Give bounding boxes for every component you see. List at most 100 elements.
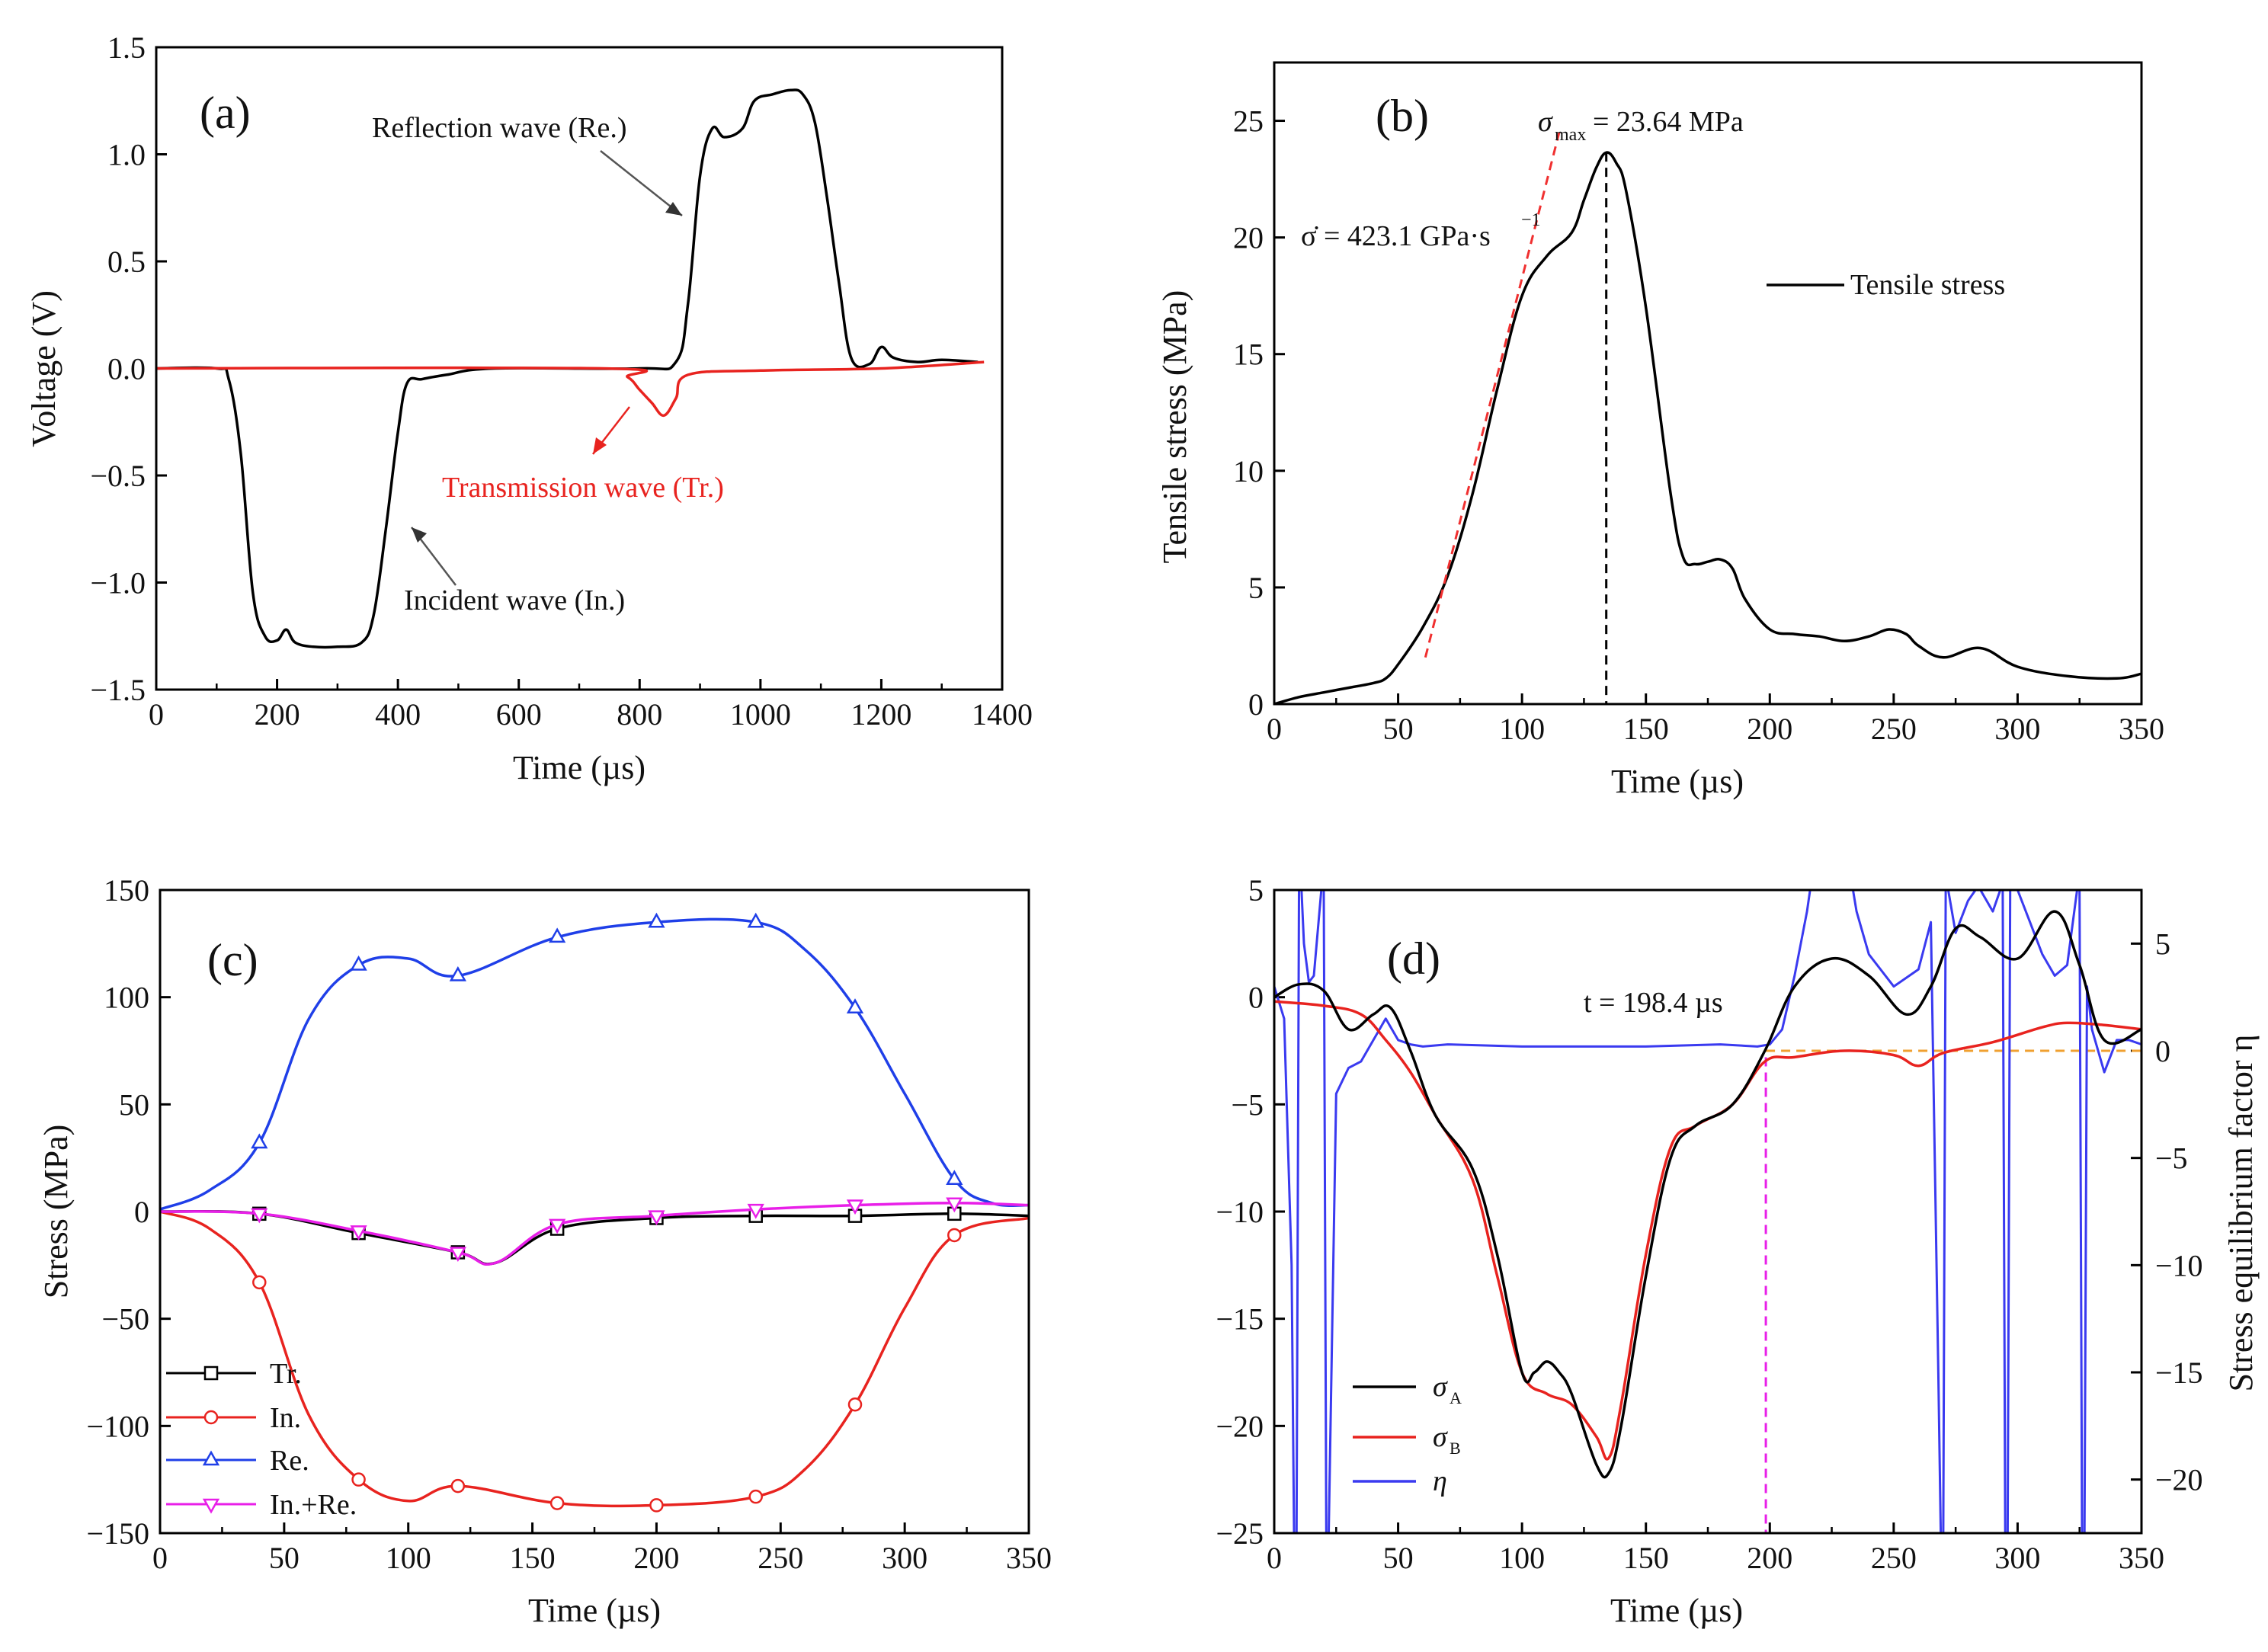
x-tick-label: 350 [2119,712,2164,746]
legend-marker-in [203,1410,219,1425]
series-line-sigma-a [1273,910,2142,1479]
legend-label-tensile: Tensile stress [1850,269,2005,301]
x-tick-label: 200 [633,1541,679,1575]
legend-marker-re [202,1450,220,1466]
legend-sub-sigma-a: A [1450,1388,1462,1407]
x-tick-label: 0 [149,697,164,732]
legend-marker-tr [203,1365,219,1381]
panel-a-label: (a) [200,88,251,138]
x-tick-label: 50 [269,1541,300,1575]
panel-a: 0 200 400 600 800 1000 1200 1400 1.5 1.0 0.5 0.0 −0.… [25,30,1033,786]
legend-label-inre: In.+Re. [270,1489,357,1521]
legend-label-re: Re. [270,1445,309,1477]
y-tick-label: −50 [101,1302,149,1337]
panel-a-marks: 0 200 400 600 800 1000 1200 1400 1.5 1.0 0.5 0.0 −0.… [90,30,1033,732]
y-tick-label: 50 [119,1087,149,1122]
x-tick-label: 150 [510,1541,556,1575]
panel-d-marks: 0 50 100 150 200 250 300 35050−5−10−15−20−2550−… [1216,873,2203,1575]
panel-c-label: (c) [207,935,258,985]
panel-b-frame [1273,61,2143,706]
x-tick-label: 800 [617,697,662,732]
y-tick-label: 0.0 [107,352,146,386]
panel-d: 0 50 100 150 200 250 300 35050−5−10−15−20−2550−… [1216,873,2260,1629]
data-point [648,912,665,928]
panel-b-ylabel: Tensile stress (MPa) [1156,290,1193,564]
x-tick-label: 150 [1623,1541,1669,1575]
arrow-reflection [600,150,683,216]
stress-rate-exponent: −1 [1521,210,1541,230]
sigma-symbol: σ [1538,106,1553,138]
x-tick-label: 1200 [850,697,911,732]
y-tick-label: −100 [86,1409,149,1443]
data-point [351,1472,366,1487]
panel-d-label: (d) [1387,933,1440,984]
peak-annotation: σ max = 23.64 MPa [1538,106,1744,145]
panel-d-xlabel: Time (µs) [1610,1592,1743,1629]
data-point [947,1228,962,1243]
x-tick-label: 200 [255,697,300,732]
y-tick-label: 0.5 [107,245,146,279]
legend-b: Tensile stress [1767,269,2005,301]
sigma-subscript: max [1555,125,1586,145]
legend-c: Tr. In. Re. In.+Re. [166,1358,357,1521]
data-point [946,1170,963,1186]
data-point [747,1203,764,1219]
y-tick-label: −20 [1216,1409,1264,1443]
series-line-eta [1274,890,2141,1533]
legend-label-tr: Tr. [270,1358,302,1390]
data-point [251,1133,268,1149]
rate-annotation: σ̇ = 423.1 GPa·s −1 [1301,210,1541,252]
y-tick-label: 0 [1248,981,1264,1015]
panel-d-ylabel-right: Stress equilibrium factor η [2222,1034,2260,1391]
arrow-reflection-head [665,202,682,216]
x-tick-label: 300 [882,1541,927,1575]
series-line-tensile-stress [1273,151,2142,706]
x-tick-label: 350 [1006,1541,1052,1575]
y-right-tick-label: 0 [2155,1034,2170,1068]
x-tick-label: 300 [1994,712,2040,746]
x-tick-label: 50 [1383,1541,1414,1575]
x-tick-label: 100 [386,1541,431,1575]
data-point [946,1197,963,1213]
x-tick-label: 250 [758,1541,803,1575]
y-tick-label: −10 [1216,1195,1264,1229]
y-right-tick-label: −20 [2155,1463,2203,1497]
data-point [649,1498,664,1513]
data-point [748,1489,763,1504]
equilibrium-time-label: t = 198.4 µs [1584,987,1723,1019]
x-tick-label: 300 [1994,1541,2040,1575]
x-tick-label: 250 [1871,712,1917,746]
y-tick-label: −0.5 [90,459,146,493]
annotation-transmission-wave: Transmission wave (Tr.) [442,472,724,504]
y-tick-label: −1.0 [90,566,146,600]
legend-sub-sigma-b: B [1450,1439,1461,1458]
y-tick-label: 100 [104,981,149,1015]
data-point [648,1210,665,1226]
data-point [449,965,466,981]
x-tick-label: 200 [1747,712,1792,746]
x-tick-label: 0 [152,1541,168,1575]
x-tick-label: 400 [375,697,421,732]
annotation-reflection-wave: Reflection wave (Re.) [372,112,626,144]
panel-c-frame [159,888,1030,1535]
arrow-incident-head [412,527,427,543]
series-line-incident-reflection [155,88,979,649]
y-tick-label: −25 [1216,1516,1264,1551]
y-tick-label: 1.0 [107,138,146,172]
legend-label-sigma-a: σ [1433,1371,1448,1403]
x-tick-label: 150 [1623,712,1669,746]
panel-c-ylabel: Stress (MPa) [37,1125,75,1299]
panel-b-xlabel: Time (µs) [1611,763,1744,800]
y-tick-label: 150 [104,873,149,908]
y-tick-label: 5 [1248,873,1264,908]
y-tick-label: 0 [134,1195,149,1229]
panel-c-xlabel: Time (µs) [528,1592,661,1629]
panel-b-marks: 0 50 100 150 200 250 300 350 0 5 10 15 20 25 [1233,104,2164,746]
data-point [846,998,864,1013]
y-tick-label: 0 [1248,687,1264,722]
panel-c-marks: 0 50 100 150 200 250 300 350 150 100 50 0 −50 −100 −15… [86,873,1052,1575]
data-point [847,1397,863,1412]
data-point [549,1496,565,1510]
x-tick-label: 250 [1871,1541,1917,1575]
